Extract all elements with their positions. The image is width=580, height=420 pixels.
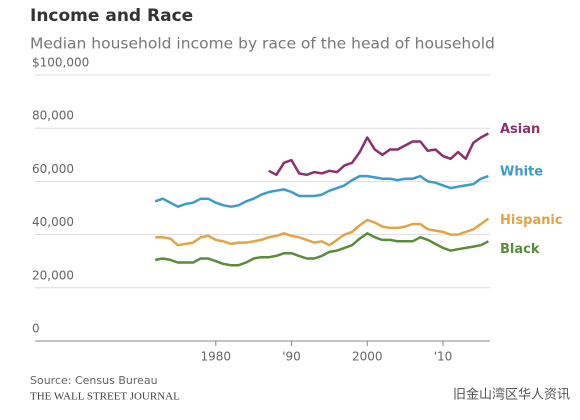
legend-label: Hispanic [500, 213, 563, 228]
series-line [154, 232, 489, 267]
x-tick-label: 1980 [201, 350, 232, 364]
watermark: 旧金山湾区华人资讯 [453, 387, 570, 403]
legend-label: White [500, 165, 543, 180]
y-tick-label: 40,000 [32, 215, 74, 229]
series-line [268, 132, 489, 177]
y-tick-label: 0 [32, 322, 40, 336]
y-tick-label: 80,000 [32, 109, 74, 123]
y-tick-label: $100,000 [32, 56, 89, 70]
chart-subtitle: Median household income by race of the h… [30, 35, 495, 53]
x-tick-label: '90 [282, 350, 301, 364]
series-line [155, 217, 490, 247]
series-line [154, 174, 489, 208]
legend-label: Asian [500, 122, 540, 137]
legend-label: Black [500, 242, 540, 257]
source: Source: Census Bureau [30, 374, 158, 387]
y-tick-label: 20,000 [32, 268, 74, 282]
chart-title: Income and Race [30, 6, 193, 26]
x-tick-label: '10 [434, 350, 453, 364]
publisher: THE WALL STREET JOURNAL [30, 391, 180, 403]
y-tick-label: 60,000 [32, 162, 74, 176]
x-tick-label: 2000 [352, 350, 383, 364]
